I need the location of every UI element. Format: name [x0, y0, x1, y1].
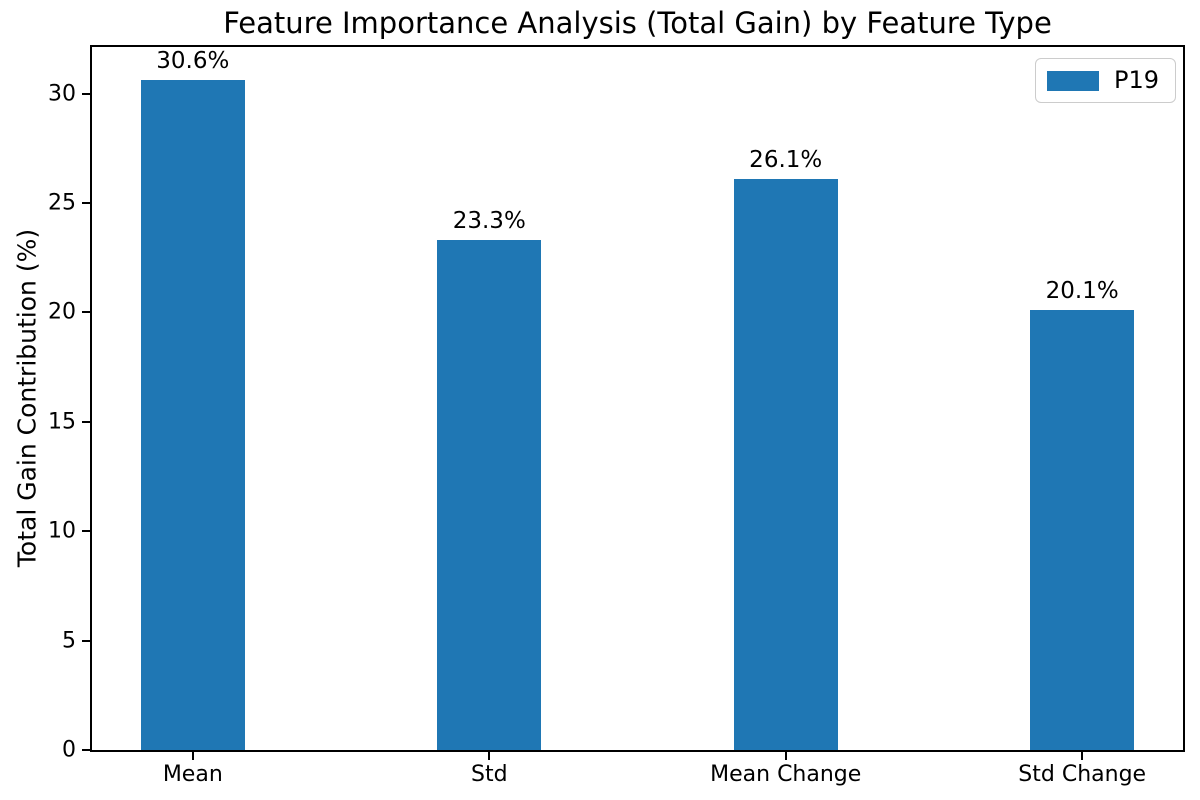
bar-value-label: 23.3%: [452, 208, 526, 235]
legend-label: P19: [1114, 66, 1160, 94]
bar-mean: [140, 80, 245, 750]
y-tick: [82, 202, 90, 204]
bar-value-label: 26.1%: [749, 146, 823, 173]
x-tick-label: Mean Change: [710, 762, 862, 787]
y-tick: [82, 639, 90, 642]
y-tick-label: 15: [48, 409, 76, 435]
y-tick-label: 0: [62, 737, 76, 763]
y-tick-label: 25: [48, 190, 76, 216]
y-tick: [82, 420, 90, 423]
y-tick: [82, 530, 90, 533]
x-tick-label: Mean: [162, 762, 223, 787]
legend-swatch: [1047, 70, 1099, 91]
x-tick-label: Std Change: [1018, 762, 1147, 787]
y-tick: [82, 311, 90, 314]
plot-area: 0 5 10 15 20 25 30 30.6% Mean 23.3% Std 26.1% Mean C…: [48, 45, 1185, 787]
x-tick-label: Std: [470, 762, 508, 787]
y-tick-label: 30: [48, 81, 76, 107]
y-tick: [82, 92, 90, 95]
bar-value-label: 20.1%: [1045, 278, 1119, 305]
y-tick-label: 10: [48, 518, 76, 544]
y-axis-label: Total Gain Contribution (%): [12, 228, 42, 568]
y-tick: [82, 749, 90, 751]
bar-std-change: [1030, 310, 1135, 750]
x-tick: [191, 752, 194, 760]
y-tick-label: 20: [48, 299, 76, 325]
bar-mean-change: [733, 178, 838, 750]
x-tick: [784, 752, 787, 760]
x-tick: [488, 752, 491, 760]
y-tick-label: 5: [62, 628, 76, 654]
chart-title: Feature Importance Analysis (Total Gain)…: [223, 6, 1052, 40]
bar-value-label: 30.6%: [156, 48, 230, 75]
x-tick: [1081, 752, 1084, 760]
bar-std: [437, 240, 542, 750]
legend: P19: [1035, 58, 1177, 103]
